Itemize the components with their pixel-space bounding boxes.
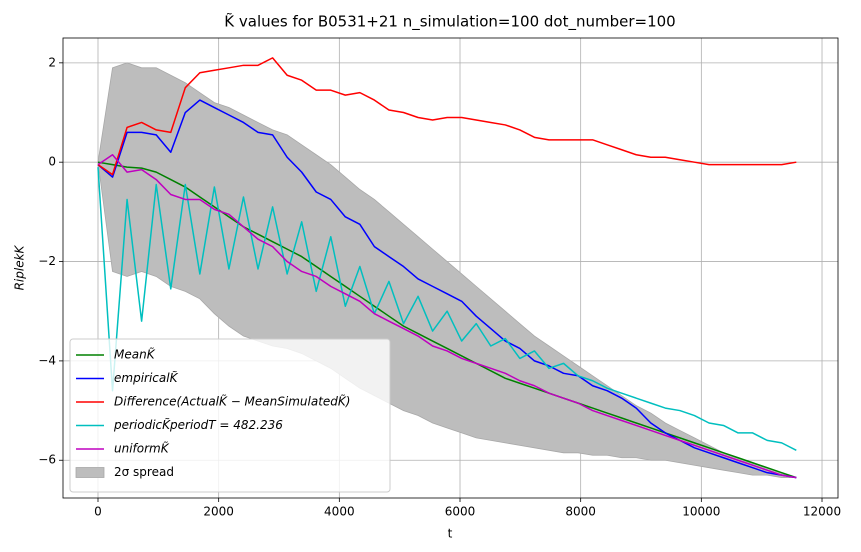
y-axis-label: RiplekK [13, 244, 27, 290]
y-tick-label: 2 [48, 55, 56, 69]
series-line [97, 167, 797, 451]
legend-box [69, 338, 391, 493]
y-tick-label: −2 [38, 254, 56, 268]
legend-label: empiricalK̃ [114, 371, 179, 385]
series-line [97, 153, 797, 479]
x-tick-label: 6000 [445, 505, 476, 519]
x-axis-label: t [448, 527, 453, 541]
series-line [97, 57, 797, 176]
y-tick-label: −4 [38, 353, 56, 367]
plot-frame [62, 37, 839, 499]
y-tick-label: 0 [48, 155, 56, 169]
x-tick-label: 12000 [803, 505, 841, 519]
chart-title: K̃ values for B0531+21 n_simulation=100 … [224, 12, 675, 32]
x-tick-label: 2000 [203, 505, 234, 519]
x-tick-label: 4000 [324, 505, 355, 519]
legend-label: periodicK̃periodT = 482.236 [113, 418, 283, 432]
x-tick-label: 8000 [565, 505, 596, 519]
legend-label: MeanK̃ [114, 347, 156, 361]
x-tick-label: 0 [94, 505, 102, 519]
legend-label: Difference(ActualK̃ − MeanSimulatedK̃) [114, 394, 350, 408]
y-tick-label: −6 [38, 453, 56, 467]
legend-label: uniformK̃ [114, 441, 170, 455]
legend-label: 2σ spread [114, 465, 174, 479]
series-line [97, 161, 797, 479]
legend-swatch [75, 467, 105, 478]
x-tick-label: 10000 [682, 505, 720, 519]
